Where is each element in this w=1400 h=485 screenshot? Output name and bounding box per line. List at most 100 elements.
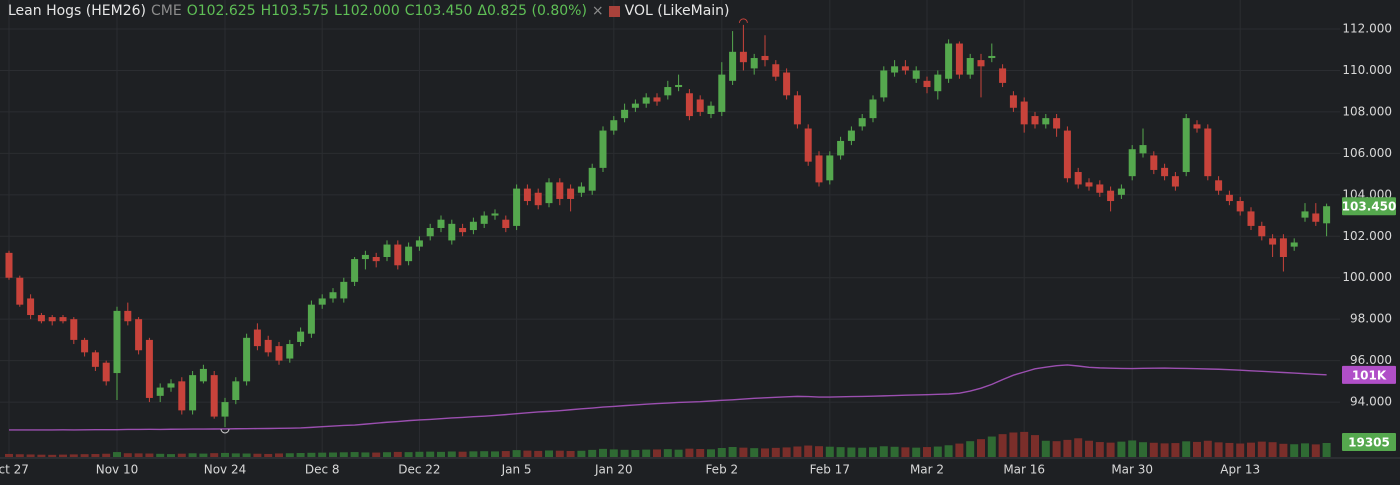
volume-bar [847, 447, 856, 457]
volume-bar [480, 451, 489, 457]
volume-bar [123, 453, 132, 457]
y-tick-label: 110.000 [1342, 63, 1392, 77]
volume-bar [804, 445, 813, 457]
volume-bar [858, 447, 867, 457]
volume-bar [177, 453, 186, 457]
candle-body [361, 254, 369, 260]
volume-bar [879, 446, 888, 457]
volume-bar [188, 453, 197, 457]
candle-body [750, 58, 758, 69]
candle-body [48, 317, 56, 322]
candle-body [318, 298, 326, 305]
close-label: C103.450 [404, 3, 473, 19]
volume-bar [1182, 441, 1191, 457]
high-label: H103.575 [260, 3, 330, 19]
candle-body [685, 93, 693, 117]
volume-bar [620, 449, 629, 457]
candle-body [329, 292, 337, 299]
x-tick-label: Feb 17 [810, 463, 850, 477]
volume-bar [1268, 442, 1277, 457]
volume-bar [512, 450, 521, 457]
candle-body [145, 339, 153, 398]
candle-body [491, 213, 499, 216]
candle-body [113, 310, 121, 374]
candle-body [1150, 155, 1158, 170]
symbol-title: Lean Hogs (HEM26) [8, 3, 146, 19]
candle-body [588, 167, 596, 191]
volume-bar [1160, 443, 1169, 457]
volume-bar [426, 451, 435, 457]
candle-body [1161, 167, 1169, 177]
volume-tag: 19305 [1348, 435, 1390, 449]
volume-bar [437, 451, 445, 457]
candle-body [815, 155, 823, 183]
volume-bar [1247, 442, 1255, 457]
volume-bar [102, 453, 111, 457]
legend-header: Lean Hogs (HEM26) CME O102.625 H103.575 … [8, 3, 730, 19]
volume-bar [1052, 441, 1061, 457]
candle-body [5, 252, 13, 278]
candle-body [804, 128, 812, 162]
volume-bar [1193, 441, 1201, 457]
x-tick-label: Jan 5 [501, 463, 532, 477]
candle-body [199, 368, 207, 382]
volume-bar [1095, 442, 1104, 457]
volume-bar [912, 447, 921, 457]
candle-body [1128, 149, 1136, 177]
x-tick-label: Feb 2 [705, 463, 738, 477]
candle-body [1085, 182, 1093, 187]
x-tick-label: Mar 16 [1003, 463, 1045, 477]
candle-body [1031, 116, 1039, 125]
volume-bar [447, 451, 456, 457]
candle-body [1323, 206, 1331, 224]
volume-bar [59, 454, 67, 457]
volume-tag-bg [1342, 432, 1396, 451]
candle-body [1107, 190, 1115, 202]
volume-bar [253, 453, 262, 457]
candle-body [1269, 238, 1277, 245]
x-tick-label: Apr 13 [1220, 463, 1260, 477]
candle-body [243, 337, 251, 382]
candle-body [847, 130, 855, 141]
candle-body [437, 219, 445, 228]
candle-body [469, 221, 477, 231]
candle-body [869, 99, 877, 119]
volume-bar [501, 451, 510, 457]
candle-body [1117, 188, 1125, 195]
candle-body [297, 331, 305, 342]
candle-body [340, 281, 348, 299]
volume-bar [890, 446, 899, 457]
volume-bar [393, 451, 402, 457]
y-tick-label: 112.000 [1342, 22, 1392, 36]
volume-bar [1311, 444, 1320, 457]
close-icon[interactable]: × [591, 3, 604, 19]
candle-body [372, 256, 380, 262]
volume-bar [415, 451, 424, 457]
high-marker [738, 18, 748, 23]
volume-bar [210, 453, 219, 457]
open-interest-line [9, 364, 1327, 431]
candle-body [1053, 118, 1061, 129]
candle-body [966, 58, 974, 75]
candle-body [923, 80, 931, 88]
volume-bar [275, 453, 283, 457]
volume-bar [1106, 442, 1115, 457]
volume-bar [69, 454, 78, 457]
volume-bar [156, 453, 165, 457]
candle-body [167, 383, 175, 388]
candle-body [901, 66, 909, 71]
volume-bar [545, 450, 553, 457]
volume-bar [318, 452, 327, 457]
last-price-tag-bg [1342, 197, 1396, 216]
y-tick-label: 96.000 [1350, 353, 1392, 367]
volume-bar [577, 450, 586, 457]
candle-body [1042, 118, 1050, 125]
candle-body [459, 227, 467, 233]
volume-bar [685, 448, 694, 457]
volume-bar [242, 453, 251, 457]
candle-body [1096, 184, 1104, 193]
candle-body [102, 362, 110, 382]
volume-bar [1031, 435, 1039, 457]
volume-bar [1020, 431, 1029, 457]
